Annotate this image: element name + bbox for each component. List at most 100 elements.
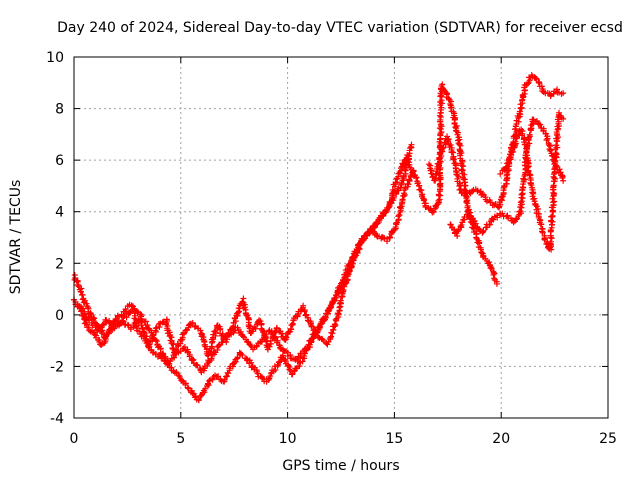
data-point [239,352,246,359]
y-tick-label: -4 [50,411,64,427]
data-point [537,221,544,228]
data-point [279,352,286,359]
chart-title: Day 240 of 2024, Sidereal Day-to-day VTE… [57,20,623,36]
data-point [223,339,230,346]
data-point [153,324,160,331]
grid [74,57,608,418]
data-point [504,212,511,219]
data-point [238,350,245,357]
data-point [240,333,247,340]
data-point [304,317,311,324]
data-point [331,321,338,328]
data-point [254,370,261,377]
data-point [181,330,188,337]
data-point [166,360,173,367]
data-point [452,124,459,131]
data-point [77,288,84,295]
data-point [224,334,231,341]
data-point [189,357,196,364]
data-point [274,362,281,369]
data-point [185,385,192,392]
data-point [383,207,390,214]
data-point [408,141,415,148]
data-point [539,229,546,236]
y-tick-label: 10 [46,50,64,66]
data-point [380,212,387,219]
data-point [332,294,339,301]
data-point [290,368,297,375]
data-point [480,227,487,234]
data-point [549,195,556,202]
data-point [386,234,393,241]
data-point [551,161,558,168]
data-point [542,130,549,137]
data-point [463,199,470,206]
data-point [391,226,398,233]
data-point [550,199,557,206]
data-point [107,319,114,326]
data-point [130,303,137,310]
data-point [426,161,433,168]
data-point [189,390,196,397]
data-point [349,260,356,267]
data-point [273,324,280,331]
data-point [91,315,98,322]
series-track-4 [404,81,500,287]
data-point [439,145,446,152]
data-point [234,355,241,362]
data-point [450,156,457,163]
data-point [119,317,126,324]
data-point [118,311,125,318]
data-point [499,210,506,217]
data-point [453,128,460,135]
data-point [537,121,544,128]
data-point [398,180,405,187]
data-point [237,328,244,335]
data-point [102,334,109,341]
data-point [197,327,204,334]
x-tick-label: 0 [70,431,79,447]
data-point [155,321,162,328]
y-tick-label: 4 [55,205,64,221]
data-point [553,151,560,158]
series-track-2 [71,141,415,404]
data-point [560,90,567,97]
series-track-7 [497,109,567,253]
data-point [486,221,493,228]
data-point [522,87,529,94]
data-point [525,168,532,175]
plot-frame [73,56,609,419]
data-point [487,199,494,206]
x-tick-label: 5 [176,431,185,447]
data-point [512,138,519,145]
data-point [436,112,443,119]
data-point [435,191,442,198]
data-point [490,271,497,278]
data-point [457,223,464,230]
x-tick-label: 10 [279,431,297,447]
data-point [266,343,273,350]
data-point [279,330,286,337]
data-point [513,216,520,223]
data-point [287,325,294,332]
data-point [463,193,470,200]
data-point [139,325,146,332]
y-tick-label: 8 [55,102,64,118]
data-point [165,359,172,366]
x-axis-label: GPS time / hours [282,458,399,474]
data-point [413,175,420,182]
data-point [395,213,402,220]
data-point [560,177,567,184]
data-point [384,238,391,245]
data-point [318,319,325,326]
y-tick-label: 2 [55,256,64,272]
data-point [532,75,539,82]
data-point [535,205,542,212]
data-point [324,341,331,348]
data-point [337,297,344,304]
data-point [516,108,523,115]
data-point [314,329,321,336]
data-point [381,235,388,242]
data-point [208,355,215,362]
